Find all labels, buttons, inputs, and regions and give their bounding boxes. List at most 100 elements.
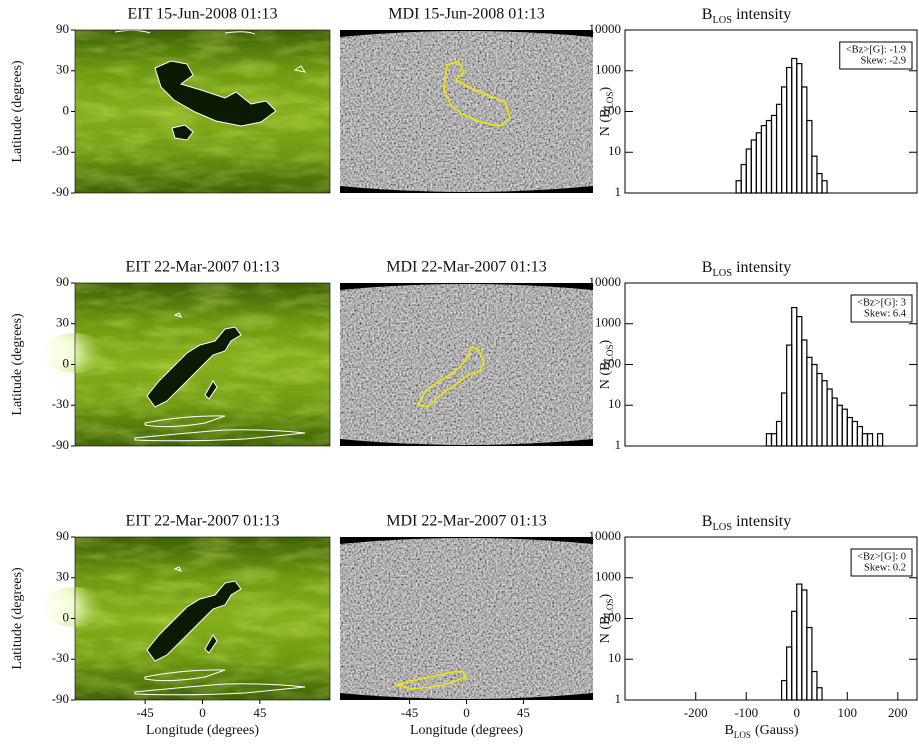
- y-tick-label: 1: [615, 691, 622, 706]
- annotation-box: [850, 294, 913, 323]
- y-axis-label: Latitude (degrees): [10, 313, 25, 416]
- mdi-texture: [340, 283, 593, 446]
- histogram-bar: [770, 114, 778, 194]
- mdi-image: [340, 537, 593, 700]
- panel-title-sub: LOS: [712, 522, 732, 533]
- histogram-bar: [786, 66, 793, 194]
- y-tick-label: 1: [615, 437, 622, 452]
- histogram-bar: [765, 119, 773, 194]
- eit-image: [74, 29, 331, 194]
- annotation: <Bz>[G]: -1.9: [846, 44, 906, 55]
- contour: [173, 566, 182, 572]
- contour: [224, 31, 256, 35]
- x-tick-label: 45: [517, 705, 530, 720]
- y-tick-label: 0: [63, 355, 70, 370]
- y-axis-label-text: ): [598, 593, 613, 598]
- y-tick-label: 0: [63, 102, 70, 117]
- histogram-bar: [811, 363, 818, 447]
- histogram-bar: [796, 62, 803, 194]
- histogram-bar: [755, 132, 762, 194]
- y-tick-label: -30: [52, 396, 69, 411]
- panel-title-base: B: [702, 259, 713, 276]
- histogram-bar: [806, 626, 813, 701]
- contour: [144, 415, 226, 428]
- off-disk: [340, 30, 593, 37]
- y-tick-label: 30: [56, 569, 69, 584]
- x-tick-label: 200: [888, 705, 908, 720]
- panel-title: EIT 15-Jun-2008 01:13: [128, 6, 278, 23]
- y-tick-label: 10: [608, 650, 621, 665]
- histogram-bar: [806, 356, 813, 447]
- histogram-bar: [775, 420, 783, 447]
- y-tick-label: 30: [56, 315, 69, 330]
- panel-title: MDI 22-Mar-2007 01:13: [386, 259, 547, 276]
- off-disk: [340, 439, 593, 446]
- contour: [134, 429, 306, 442]
- y-axis-label: Latitude (degrees): [10, 60, 25, 163]
- panel-title: BLOS intensity: [702, 513, 791, 533]
- x-axis-label-text: (Gauss): [755, 723, 799, 738]
- histogram-bar: [811, 155, 818, 194]
- contour: [144, 669, 226, 682]
- y-tick-label: 100: [602, 609, 622, 624]
- histogram-bar: [801, 589, 808, 701]
- panel-title-text: intensity: [736, 259, 791, 276]
- histogram-bar: [770, 433, 778, 447]
- histogram-bar: [801, 86, 808, 194]
- histogram-bar: [781, 86, 788, 194]
- coronal-hole-contour: [416, 346, 485, 408]
- mdi-image: [340, 283, 593, 446]
- y-tick-label: 1: [615, 184, 622, 199]
- off-disk: [340, 537, 593, 544]
- x-tick-label: -200: [684, 705, 708, 720]
- panel-title-text: intensity: [736, 6, 791, 23]
- x-tick-label: 0: [199, 705, 206, 720]
- y-axis-label: N (BLOS): [598, 593, 615, 643]
- y-tick-label: -90: [52, 184, 69, 199]
- y-axis-label-text: ): [598, 86, 613, 91]
- x-tick-label: 45: [253, 705, 266, 720]
- y-tick-label: 90: [56, 528, 69, 543]
- y-axis-label-sub: LOS: [605, 344, 615, 361]
- histogram-bar: [781, 679, 788, 701]
- contour: [173, 312, 182, 318]
- histogram-bar: [740, 163, 747, 194]
- mdi-texture: [340, 537, 593, 700]
- y-axis-label-base: N (B: [598, 362, 613, 390]
- y-tick-label: 1000: [595, 569, 621, 584]
- y-tick-label: -90: [52, 437, 69, 452]
- contour: [293, 65, 307, 73]
- histogram-bar: [796, 583, 803, 701]
- y-tick-label: 100: [602, 355, 622, 370]
- histogram-bar: [765, 433, 773, 447]
- histogram-bar: [821, 380, 828, 447]
- annotation: Skew: -2.9: [861, 55, 907, 66]
- y-tick-label: 1000: [595, 315, 621, 330]
- off-disk: [340, 186, 593, 193]
- histogram-bar: [816, 172, 823, 194]
- histogram-bar: [786, 646, 793, 701]
- histogram-bar: [826, 388, 833, 447]
- histogram-bar: [816, 372, 823, 447]
- coronal-hole: [171, 124, 194, 141]
- histogram-bar: [791, 610, 798, 701]
- y-tick-label: 10000: [589, 528, 622, 543]
- histogram-bar: [791, 306, 798, 447]
- x-tick-label: -100: [734, 705, 758, 720]
- x-tick-label: -45: [401, 705, 418, 720]
- y-axis-label: N (BLOS): [598, 86, 615, 136]
- histogram-bar: [791, 57, 798, 194]
- y-tick-label: 1000: [595, 62, 621, 77]
- x-axis-label-sub: LOS: [734, 730, 751, 740]
- annotation-box: [839, 41, 913, 70]
- histogram-bar: [750, 139, 757, 194]
- histogram-bar: [846, 416, 853, 447]
- histogram-bar: [806, 119, 813, 194]
- histogram-bar: [841, 408, 848, 447]
- panel-title: BLOS intensity: [702, 259, 791, 279]
- panel-title: BLOS intensity: [702, 6, 791, 26]
- y-axis-label-sub: LOS: [605, 91, 615, 108]
- y-tick-label: -30: [52, 143, 69, 158]
- histogram-bar: [760, 125, 768, 194]
